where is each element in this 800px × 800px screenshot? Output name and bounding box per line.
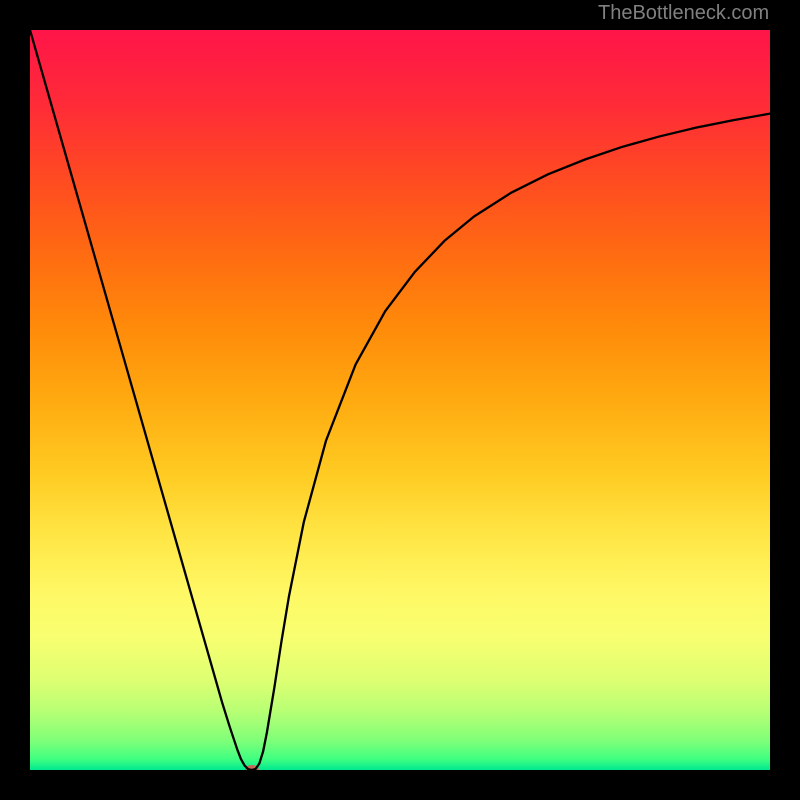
plot-background <box>30 30 770 770</box>
bottleneck-chart <box>0 0 800 800</box>
watermark-text: TheBottleneck.com <box>598 2 769 25</box>
